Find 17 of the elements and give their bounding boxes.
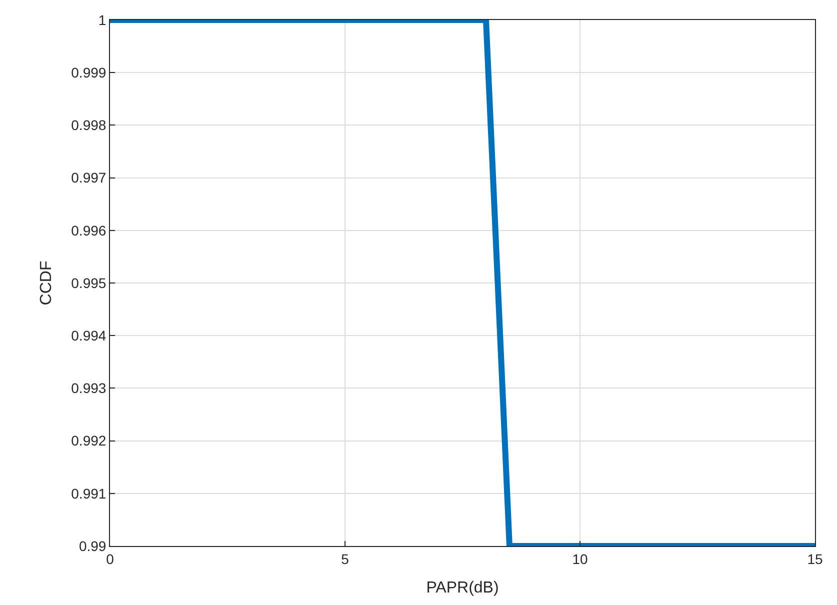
y-tick-label: 1 (98, 12, 106, 28)
x-tick-label: 10 (572, 550, 588, 567)
y-tick-label: 0.991 (71, 485, 106, 502)
y-tick-label: 0.999 (71, 64, 106, 80)
y-tick-label: 0.997 (71, 170, 106, 186)
x-tick-label: 5 (341, 550, 350, 567)
y-tick-label: 0.995 (71, 274, 106, 291)
x-tick-label: 0 (106, 550, 114, 567)
y-tick-label: 0.99 (78, 538, 106, 554)
y-tick-label: 0.993 (71, 380, 106, 396)
x-axis-title: PAPR(dB) (426, 580, 499, 596)
y-tick-label: 0.992 (71, 432, 106, 449)
y-tick-label: 0.994 (71, 328, 106, 344)
x-tick-label: 15 (807, 550, 823, 567)
y-tick-label: 0.996 (71, 222, 106, 238)
y-axis-title: CCDF (38, 260, 56, 306)
y-tick-label: 0.998 (71, 117, 106, 134)
